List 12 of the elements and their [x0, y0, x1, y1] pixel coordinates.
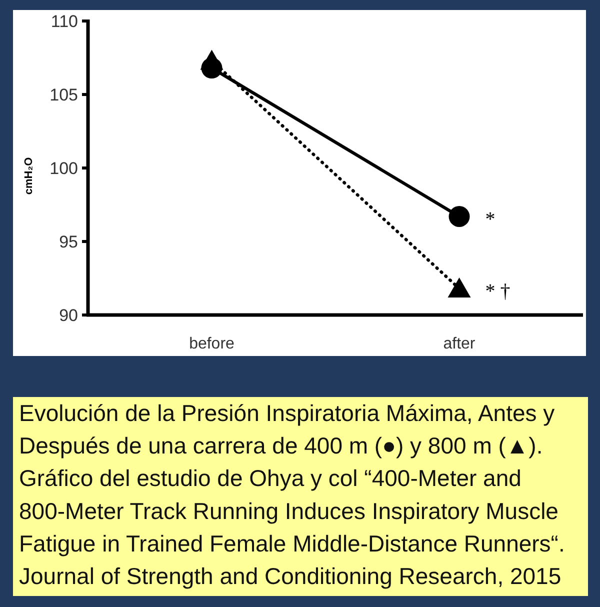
annotation: * [485, 208, 496, 231]
annotation: * † [485, 280, 510, 303]
y-axis-title: cmH₂O [22, 156, 35, 195]
y-tick-label: 105 [50, 85, 78, 104]
text: Evolución de la Presión Inspiratoria Máxima, Antes y Después de una carrera de 400 m (●) y 800 m (▲). Gráfico del estudio de Ohya y col “400-Meter and 800-Meter Track Running Induces Inspiratory Muscle Fatigue in Trained Female Middle-Distance Runners“. Journal of Strength and Conditioning Research, 2015 [19, 400, 565, 589]
y-tick-label: 100 [50, 158, 78, 178]
y-tick-label: 95 [59, 232, 78, 252]
y-tick-label: 110 [50, 12, 78, 31]
y-tick-label: 90 [59, 306, 78, 325]
point [448, 206, 470, 228]
x-tick-label: before [189, 336, 235, 353]
x-tick-label: after [443, 336, 476, 353]
